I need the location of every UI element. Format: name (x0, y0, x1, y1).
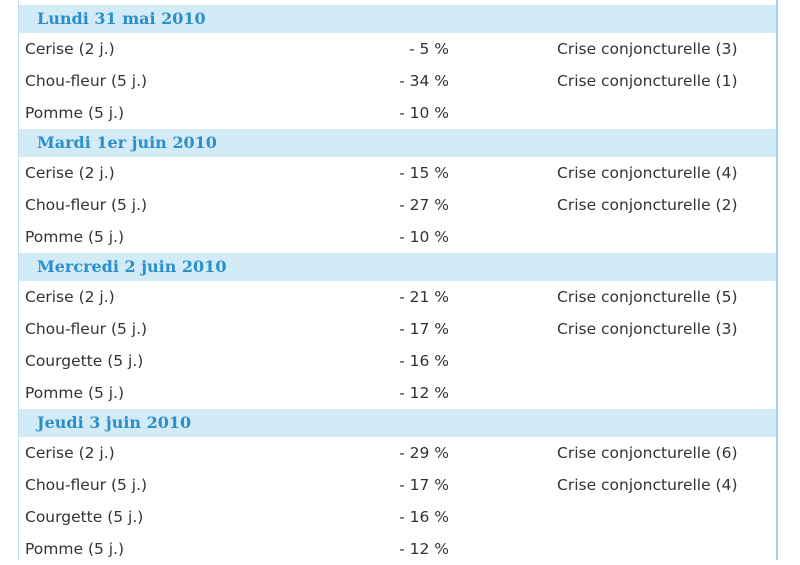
change: - 16 % (399, 352, 449, 370)
table-row: Cerise (2 j.) - 15 % Crise conjoncturelle … (19, 157, 776, 189)
change: - 17 % (399, 320, 449, 338)
table-row: Courgette (5 j.) - 16 % (19, 345, 776, 377)
table-row: Pomme (5 j.) - 12 % (19, 533, 776, 565)
product: Cerise (2 j.) (25, 288, 115, 306)
status: Crise conjoncturelle (3) (557, 40, 738, 58)
table-row: Chou-fleur (5 j.) - 17 % Crise conjoncture… (19, 313, 776, 345)
product: Pomme (5 j.) (25, 540, 125, 558)
table-row: Courgette (5 j.) - 16 % (19, 501, 776, 533)
status: Crise conjoncturelle (3) (557, 320, 738, 338)
change: - 15 % (399, 164, 449, 182)
page: Lundi 31 mai 2010 Cerise (2 j.) - 5 % Crise… (18, 0, 778, 560)
date-heading: Jeudi 3 juin 2010 (19, 409, 776, 437)
product: Cerise (2 j.) (25, 40, 115, 58)
date-heading: Mardi 1er juin 2010 (19, 129, 776, 157)
table-row: Cerise (2 j.) - 29 % Crise conjoncturelle … (19, 437, 776, 469)
product: Pomme (5 j.) (25, 104, 125, 122)
change: - 10 % (399, 104, 449, 122)
status: Crise conjoncturelle (2) (557, 196, 738, 214)
product: Pomme (5 j.) (25, 228, 125, 246)
table-row: Cerise (2 j.) - 5 % Crise conjoncturelle (… (19, 33, 776, 65)
product: Cerise (2 j.) (25, 164, 115, 182)
status: Crise conjoncturelle (4) (557, 476, 738, 494)
change: - 5 % (408, 40, 449, 58)
table-row: Pomme (5 j.) - 10 % (19, 97, 776, 129)
status: Crise conjoncturelle (6) (557, 444, 738, 462)
change: - 29 % (399, 444, 449, 462)
table-row: Chou-fleur (5 j.) - 17 % Crise conjoncture… (19, 469, 776, 501)
change: - 16 % (399, 508, 449, 526)
product: Cerise (2 j.) (25, 444, 115, 462)
change: - 10 % (399, 228, 449, 246)
status: Crise conjoncturelle (5) (557, 288, 738, 306)
table-row: Chou-fleur (5 j.) - 27 % Crise conjoncture… (19, 189, 776, 221)
status: Crise conjoncturelle (4) (557, 164, 738, 182)
product: Chou-fleur (5 j.) (25, 320, 148, 338)
status: Crise conjoncturelle (1) (557, 72, 738, 90)
table-row: Pomme (5 j.) - 10 % (19, 221, 776, 253)
change: - 21 % (399, 288, 449, 306)
product: Courgette (5 j.) (25, 352, 144, 370)
date-heading: Lundi 31 mai 2010 (19, 5, 776, 33)
change: - 12 % (399, 540, 449, 558)
change: - 17 % (399, 476, 449, 494)
product: Chou-fleur (5 j.) (25, 196, 148, 214)
product: Chou-fleur (5 j.) (25, 72, 148, 90)
product: Chou-fleur (5 j.) (25, 476, 148, 494)
table-row: Chou-fleur (5 j.) - 34 % Crise conjoncture… (19, 65, 776, 97)
table-row: Pomme (5 j.) - 12 % (19, 377, 776, 409)
change: - 27 % (399, 196, 449, 214)
change: - 34 % (399, 72, 449, 90)
table: Lundi 31 mai 2010 Cerise (2 j.) - 5 % Crise… (18, 0, 778, 560)
product: Courgette (5 j.) (25, 508, 144, 526)
date-heading: Mercredi 2 juin 2010 (19, 253, 776, 281)
table-row: Cerise (2 j.) - 21 % Crise conjoncturelle … (19, 281, 776, 313)
product: Pomme (5 j.) (25, 384, 125, 402)
change: - 12 % (399, 384, 449, 402)
